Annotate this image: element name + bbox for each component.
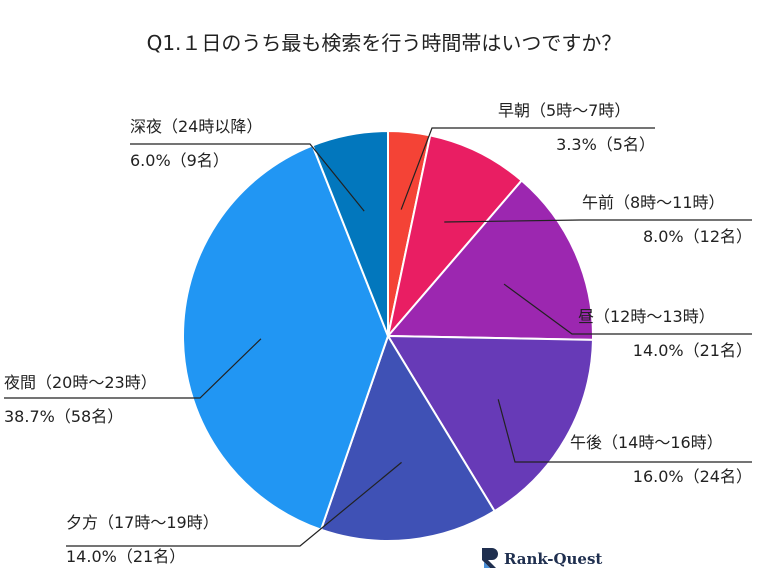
leader-lines: [4, 127, 752, 547]
leader-line-6: [4, 338, 262, 399]
leader-line-7: [130, 143, 365, 212]
slice-value-label-4: 16.0%（24名）: [633, 467, 752, 486]
slice-value-label-2: 8.0%（12名）: [643, 227, 752, 246]
pie-slices: [182, 129, 594, 542]
pie-slice-5: [319, 333, 496, 542]
leader-line-5: [66, 461, 402, 547]
slice-value-label-5: 14.0%（21名）: [66, 547, 185, 566]
slice-category-label-1: 早朝（5時～7時）: [498, 101, 630, 120]
slice-labels: 早朝（5時～7時） 3.3%（5名） 午前（8時～11時） 8.0%（12名） 昼（12…: [4, 101, 752, 566]
leader-line-4: [497, 399, 752, 463]
slice-value-label-1: 3.3%（5名）: [556, 135, 655, 154]
slice-category-label-4: 午後（14時～16時）: [570, 433, 723, 452]
slice-value-label-7: 6.0%（9名）: [130, 151, 229, 170]
chart-title: Q1.１日のうち最も検索を行う時間帯はいつですか？: [147, 31, 622, 55]
slice-category-label-6: 夜間（20時～23時）: [4, 373, 157, 392]
pie-slice-2: [387, 134, 524, 337]
slice-value-label-6: 38.7%（58名）: [4, 407, 123, 426]
slice-category-label-3: 昼（12時～13時）: [578, 307, 715, 326]
slice-category-label-5: 夕方（17時～19時）: [66, 513, 219, 532]
slice-value-label-3: 14.0%（21名）: [633, 341, 752, 360]
pie-slice-6: [182, 144, 390, 532]
leader-line-2: [444, 219, 752, 223]
pie-slice-7: [311, 129, 389, 337]
slice-category-label-2: 午前（8時～11時）: [582, 193, 725, 212]
rank-quest-icon: [482, 548, 498, 568]
brand-logo: Rank-Quest: [482, 548, 602, 568]
leader-line-3: [503, 283, 752, 335]
slice-category-label-7: 深夜（24時以降）: [130, 117, 262, 136]
pie-slice-4: [386, 334, 594, 513]
leader-line-1: [400, 127, 655, 210]
brand-name: Rank-Quest: [504, 550, 602, 568]
